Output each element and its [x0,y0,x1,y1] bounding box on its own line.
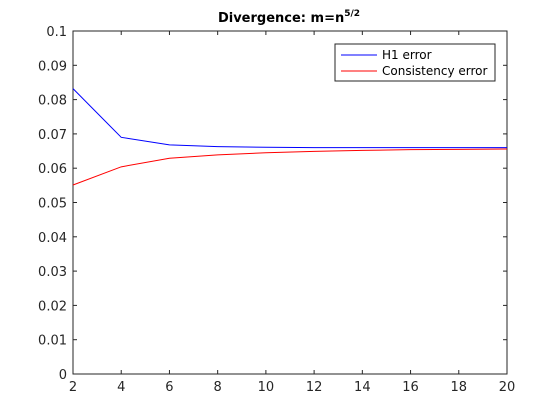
x-tick-label: 16 [402,380,419,395]
x-tick-label: 12 [306,380,323,395]
legend-label: Consistency error [382,64,487,78]
chart-title-main: Divergence: m=n [218,11,344,26]
y-tick-label: 0.03 [38,265,67,280]
y-tick-label: 0.09 [38,59,67,74]
series-line-h1-error [72,88,507,149]
x-tick-label: 4 [117,380,125,395]
legend: H1 error Consistency error [334,43,496,82]
y-tick-label: 0 [59,368,67,383]
x-tick-label: 18 [451,380,468,395]
x-tick-label: 2 [69,380,77,395]
y-tick-label: 0.05 [38,197,67,212]
legend-box [334,43,496,82]
plot-area: 2 4 6 8 10 12 14 16 18 20 0 0.01 0.02 0.03 0.04 0.05 0.0… [38,25,515,395]
x-tick-label: 8 [214,380,222,395]
x-tick-label: 10 [258,380,275,395]
series-line-consistency-error [72,148,508,186]
y-tick-label: 0.02 [38,299,67,314]
y-tick-label: 0.01 [38,334,67,349]
x-tick-label: 14 [354,380,371,395]
x-tick-label: 20 [499,380,516,395]
y-tick-label: 0.06 [38,162,67,177]
x-tick-label: 6 [165,380,173,395]
y-tick-label: 0.1 [46,25,67,40]
y-tick-label: 0.08 [38,94,67,109]
y-tick-label: 0.04 [38,231,67,246]
chart-title-superscript: 5/2 [344,9,360,19]
chart-title: Divergence: m=n5/2 [218,9,360,26]
axes-box [72,30,508,375]
y-tick-label: 0.07 [38,128,67,143]
legend-label: H1 error [382,48,432,62]
